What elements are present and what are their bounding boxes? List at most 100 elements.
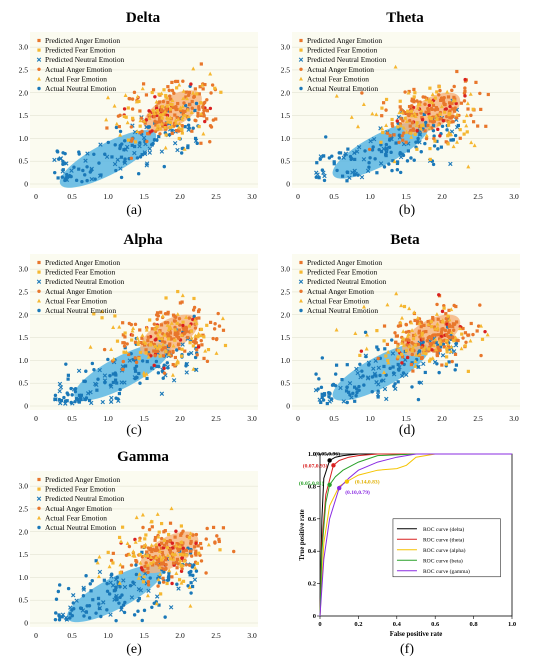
fear-point: [182, 559, 186, 563]
neutral-point: [332, 160, 336, 164]
anger-point: [396, 342, 400, 346]
neutral-point: [170, 128, 174, 132]
neutral-point: [354, 366, 359, 372]
neutral-point: [109, 395, 114, 401]
neutral-point: [156, 371, 161, 375]
neutral-point: [61, 168, 65, 172]
fear-point: [413, 91, 417, 95]
anger-point: [180, 556, 184, 561]
fear-point: [117, 535, 122, 540]
fear-point: [445, 341, 450, 346]
anger-point: [202, 114, 206, 118]
neutral-point: [355, 370, 360, 376]
anger-point: [140, 336, 144, 340]
neutral-point: [192, 577, 198, 582]
fear-point: [184, 315, 189, 319]
neutral-point: [115, 381, 119, 385]
fear-point: [113, 314, 117, 318]
neutral-point: [85, 165, 89, 169]
anger-point: [209, 125, 214, 129]
fear-point: [177, 136, 181, 141]
neutral-point: [356, 145, 362, 150]
anger-point: [436, 113, 440, 117]
neutral-point: [424, 120, 428, 125]
fear-point: [358, 353, 362, 357]
fear-point: [96, 574, 101, 579]
fear-point: [431, 343, 436, 348]
neutral-point: [138, 141, 142, 145]
fear-point: [206, 542, 211, 547]
anger-point: [438, 348, 442, 352]
anger-point: [422, 323, 426, 327]
neutral-point: [423, 370, 427, 375]
anger-point: [170, 581, 174, 586]
fear-point: [145, 554, 150, 558]
fear-point: [163, 126, 167, 130]
anger-point: [144, 348, 148, 352]
neutral-point: [84, 369, 88, 373]
neutral-point: [345, 385, 349, 389]
fear-point: [409, 131, 413, 135]
neutral-point: [192, 314, 196, 319]
anger-point: [444, 107, 448, 111]
neutral-point: [112, 161, 118, 167]
neutral-point: [432, 144, 437, 148]
anger-point: [160, 339, 164, 343]
legend-marker: [299, 76, 303, 81]
x-tick-label: 3.0: [509, 192, 519, 201]
neutral-point: [400, 373, 405, 378]
anger-point: [154, 331, 158, 335]
fear-point: [409, 113, 414, 118]
anger-point: [202, 356, 206, 361]
neutral-point: [189, 591, 193, 595]
fear-point: [394, 291, 399, 296]
fear-point: [334, 327, 339, 332]
roc-point-label: (0.07,0.93): [303, 462, 328, 469]
fear-point: [191, 90, 196, 95]
anger-point: [408, 124, 412, 128]
fear-point: [196, 335, 200, 339]
fear-point: [468, 338, 473, 343]
anger-point: [127, 544, 132, 549]
anger-point: [177, 316, 182, 321]
anger-point: [412, 100, 416, 104]
anger-point: [122, 344, 127, 348]
anger-point: [436, 127, 440, 132]
neutral-point: [347, 175, 352, 180]
anger-point: [431, 115, 435, 119]
y-tick-label: 0.8: [308, 483, 317, 490]
fear-point: [436, 122, 441, 127]
fear-point: [131, 549, 136, 554]
legend: ROC curve (delta)ROC curve (theta)ROC cu…: [392, 518, 501, 578]
anger-point: [449, 120, 453, 124]
fear-point: [153, 327, 157, 331]
anger-point: [191, 317, 195, 322]
neutral-point: [102, 578, 106, 582]
neutral-point: [113, 143, 117, 147]
anger-point: [153, 95, 157, 99]
anger-point: [121, 321, 125, 325]
fear-point: [171, 343, 176, 348]
fear-point: [137, 572, 142, 576]
fear-point: [197, 551, 201, 555]
fear-point: [411, 345, 416, 350]
fear-point: [175, 358, 180, 363]
neutral-point: [193, 136, 198, 141]
anger-point: [447, 335, 451, 339]
fear-point: [413, 114, 418, 118]
neutral-point: [191, 126, 195, 130]
fear-point: [158, 572, 163, 576]
neutral-point: [374, 380, 379, 385]
neutral-point: [58, 400, 63, 406]
neutral-point: [382, 386, 388, 392]
neutral-point: [121, 578, 126, 583]
neutral-point: [118, 129, 123, 134]
neutral-point: [111, 372, 115, 376]
fear-point: [153, 344, 157, 349]
anger-point: [129, 156, 134, 160]
neutral-point: [116, 398, 121, 404]
neutral-point: [109, 574, 114, 579]
neutral-point: [451, 138, 455, 142]
anger-point: [197, 105, 201, 109]
